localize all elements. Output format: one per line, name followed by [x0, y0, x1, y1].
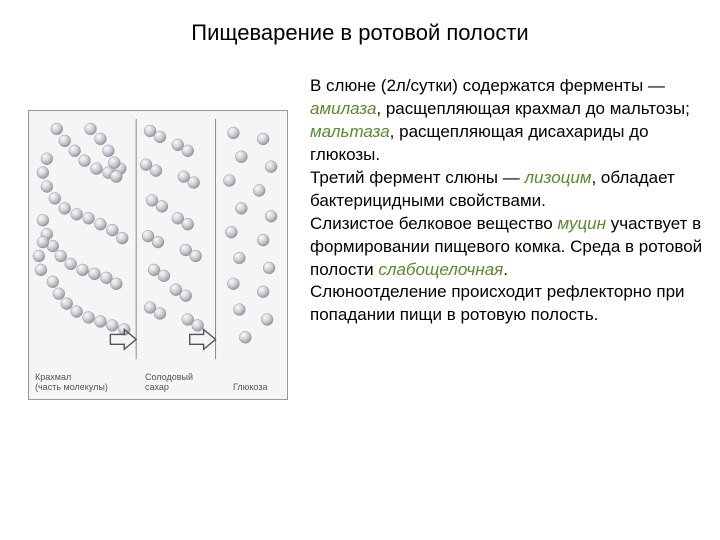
term-maltase: мальтаза — [310, 122, 390, 141]
diagram-svg — [29, 111, 287, 399]
term-mucin: муцин — [557, 214, 606, 233]
body-text: В слюне (2л/сутки) содержатся ферменты —… — [310, 75, 705, 327]
term-alkaline: слабощелочная — [378, 260, 503, 279]
col3-label: Глюкоза — [233, 383, 267, 393]
term-lysozyme: лизоцим — [524, 168, 591, 187]
page-title: Пищеварение в ротовой полости — [0, 20, 720, 46]
text-run: Слюноотделение происходит рефлекторно пр… — [310, 282, 685, 324]
col2-label: Солодовый сахар — [145, 373, 193, 393]
term-amylase: амилаза — [310, 99, 376, 118]
text-run: . — [503, 260, 508, 279]
text-run: В слюне (2л/сутки) содержатся ферменты — — [310, 76, 665, 95]
text-run: Слизистое белковое вещество — [310, 214, 557, 233]
text-run: Третий фермент слюны — — [310, 168, 524, 187]
col1-label: Крахмал (часть молекулы) — [35, 373, 108, 393]
molecule-diagram: Крахмал (часть молекулы) Солодовый сахар… — [28, 110, 288, 400]
text-run: , расщепляющая крахмал до мальтозы; — [376, 99, 689, 118]
